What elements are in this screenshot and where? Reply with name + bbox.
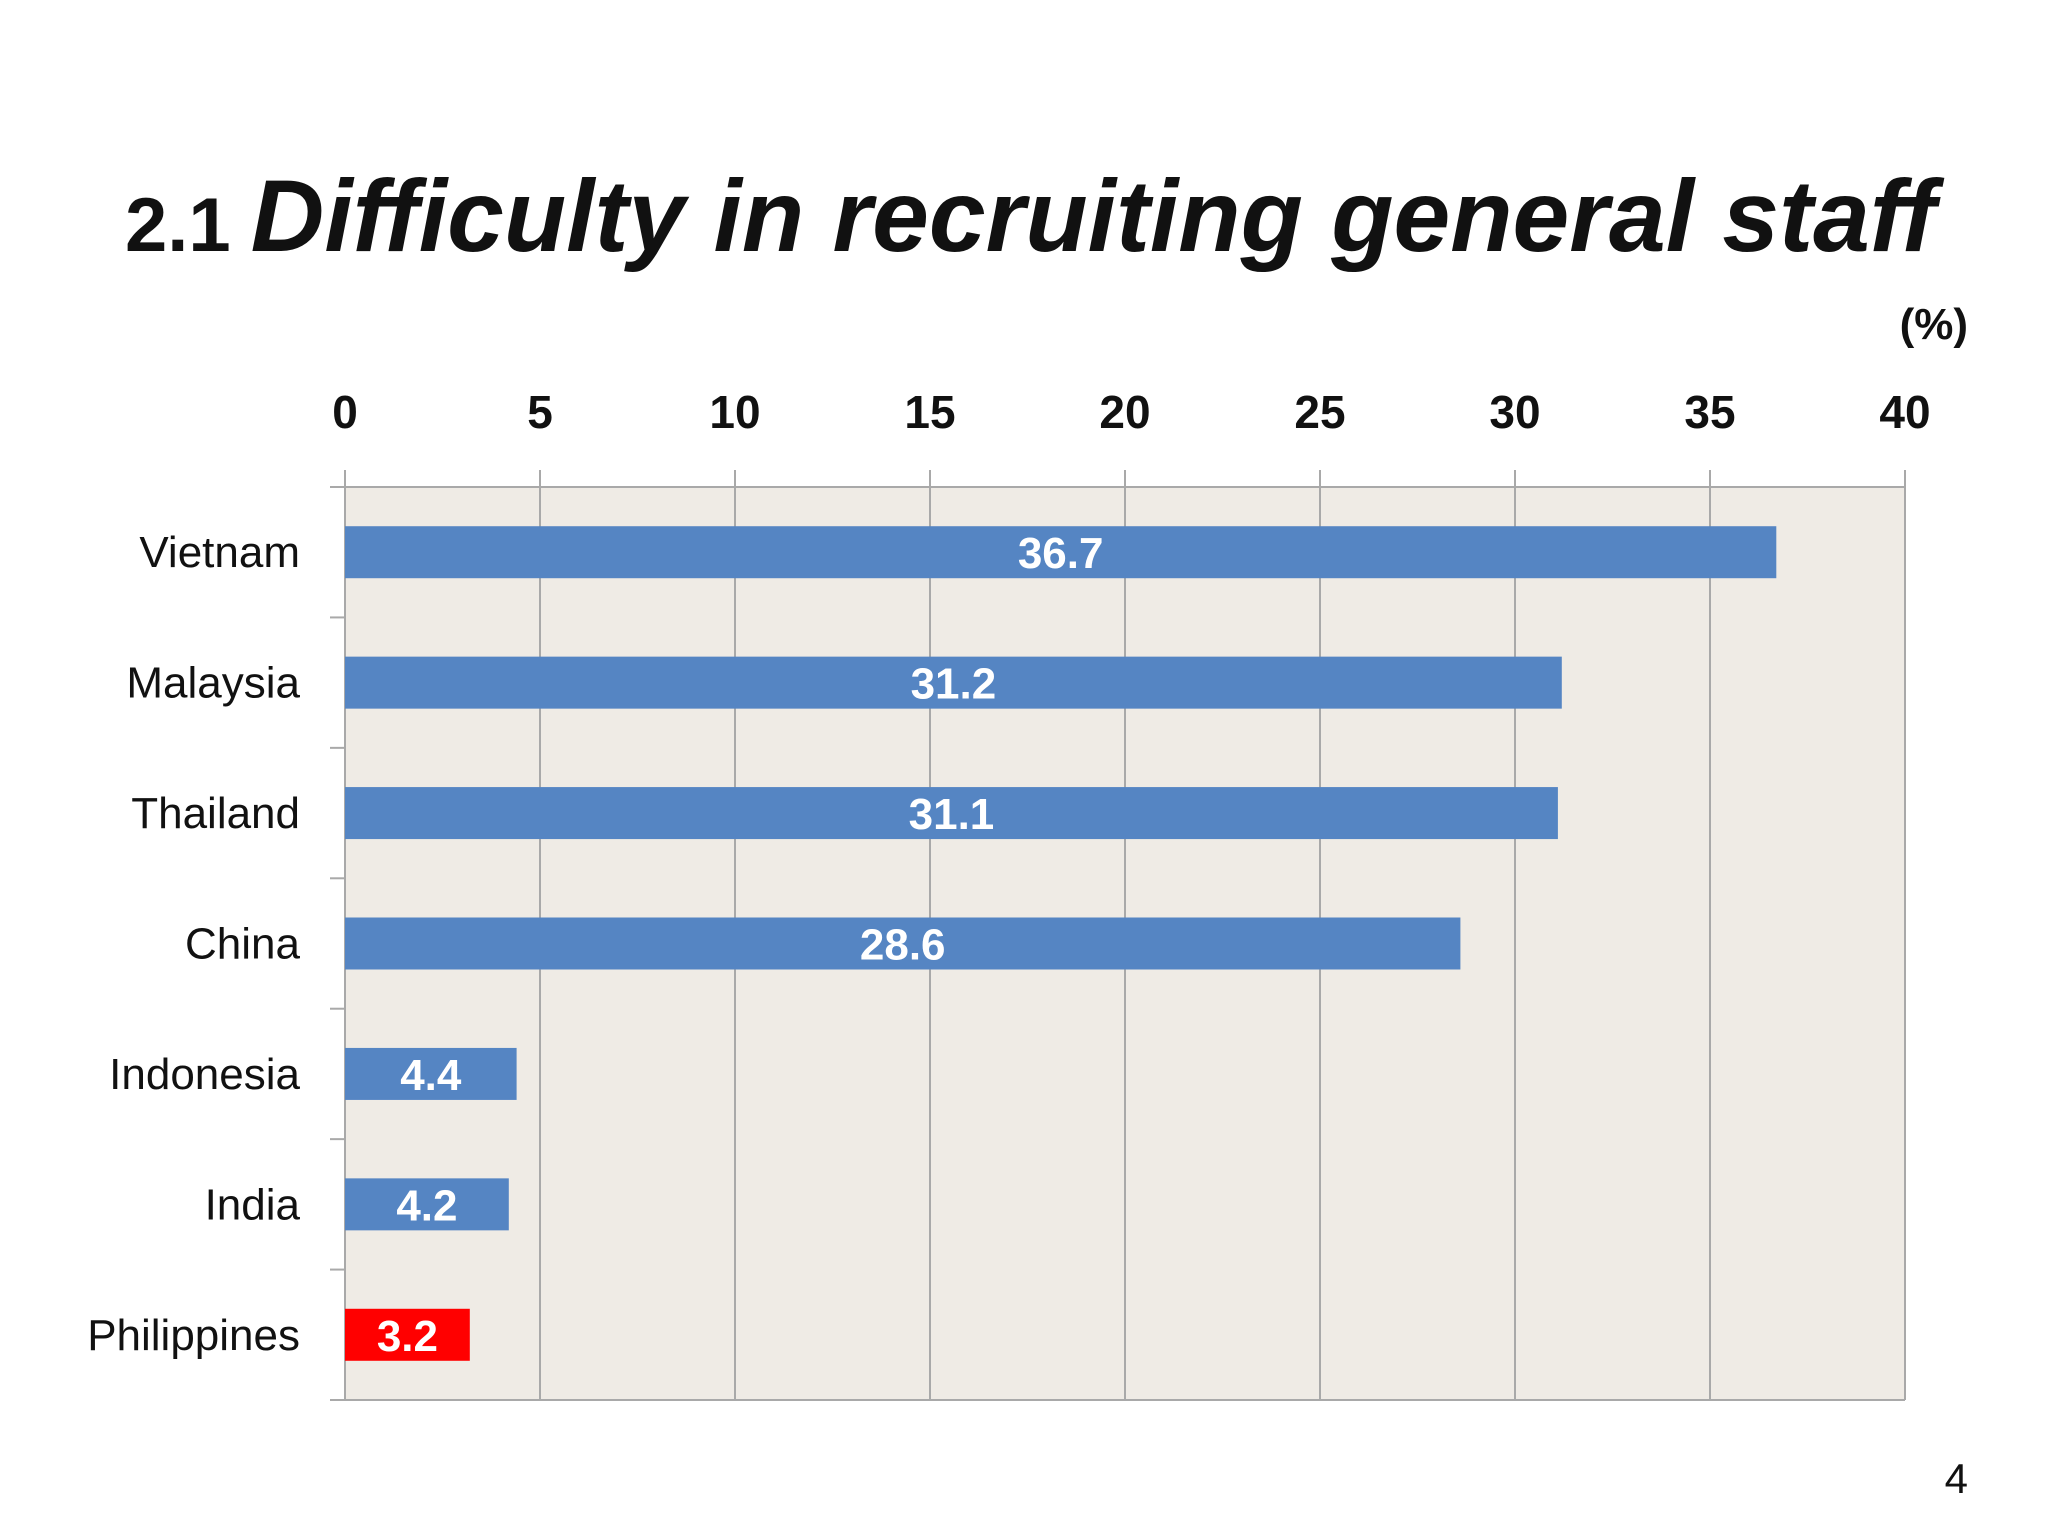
category-label: Vietnam <box>139 528 300 577</box>
bar-indonesia <box>345 1047 517 1100</box>
data-label: 4.4 <box>400 1051 462 1100</box>
data-label: 31.1 <box>909 790 995 839</box>
x-tick-label: 40 <box>1879 386 1930 438</box>
unit-label: (%) <box>1899 300 1968 349</box>
bar-china <box>345 917 1461 970</box>
title-text: Difficulty in recruiting general staff <box>250 159 1936 273</box>
data-label: 31.2 <box>911 660 997 709</box>
x-tick-label: 35 <box>1684 386 1735 438</box>
x-tick-label: 15 <box>904 386 955 438</box>
title-number: 2.1 <box>125 183 231 268</box>
data-label: 36.7 <box>1018 529 1104 578</box>
page-number: 4 <box>1944 1455 1968 1502</box>
category-label: Thailand <box>131 789 300 838</box>
x-tick-label: 25 <box>1294 386 1345 438</box>
x-tick-label: 10 <box>709 386 760 438</box>
bar-thailand <box>345 787 1558 840</box>
data-label: 4.2 <box>396 1181 457 1230</box>
category-label: Malaysia <box>126 659 300 708</box>
slide-title: 2.1 Difficulty in recruiting general staf… <box>125 165 1936 267</box>
x-tick-label: 20 <box>1099 386 1150 438</box>
category-label: Indonesia <box>109 1050 300 1099</box>
x-tick-label: 30 <box>1489 386 1540 438</box>
category-label: China <box>185 920 300 969</box>
bar-vietnam <box>345 526 1777 579</box>
x-tick-label: 5 <box>527 386 553 438</box>
data-label: 28.6 <box>860 921 946 970</box>
x-tick-label: 0 <box>332 386 358 438</box>
data-label: 3.2 <box>377 1312 438 1361</box>
bar-philippines <box>345 1308 470 1361</box>
category-label: Philippines <box>87 1311 300 1360</box>
bar-india <box>345 1178 509 1231</box>
category-label: India <box>205 1180 301 1229</box>
bar-malaysia <box>345 656 1562 709</box>
